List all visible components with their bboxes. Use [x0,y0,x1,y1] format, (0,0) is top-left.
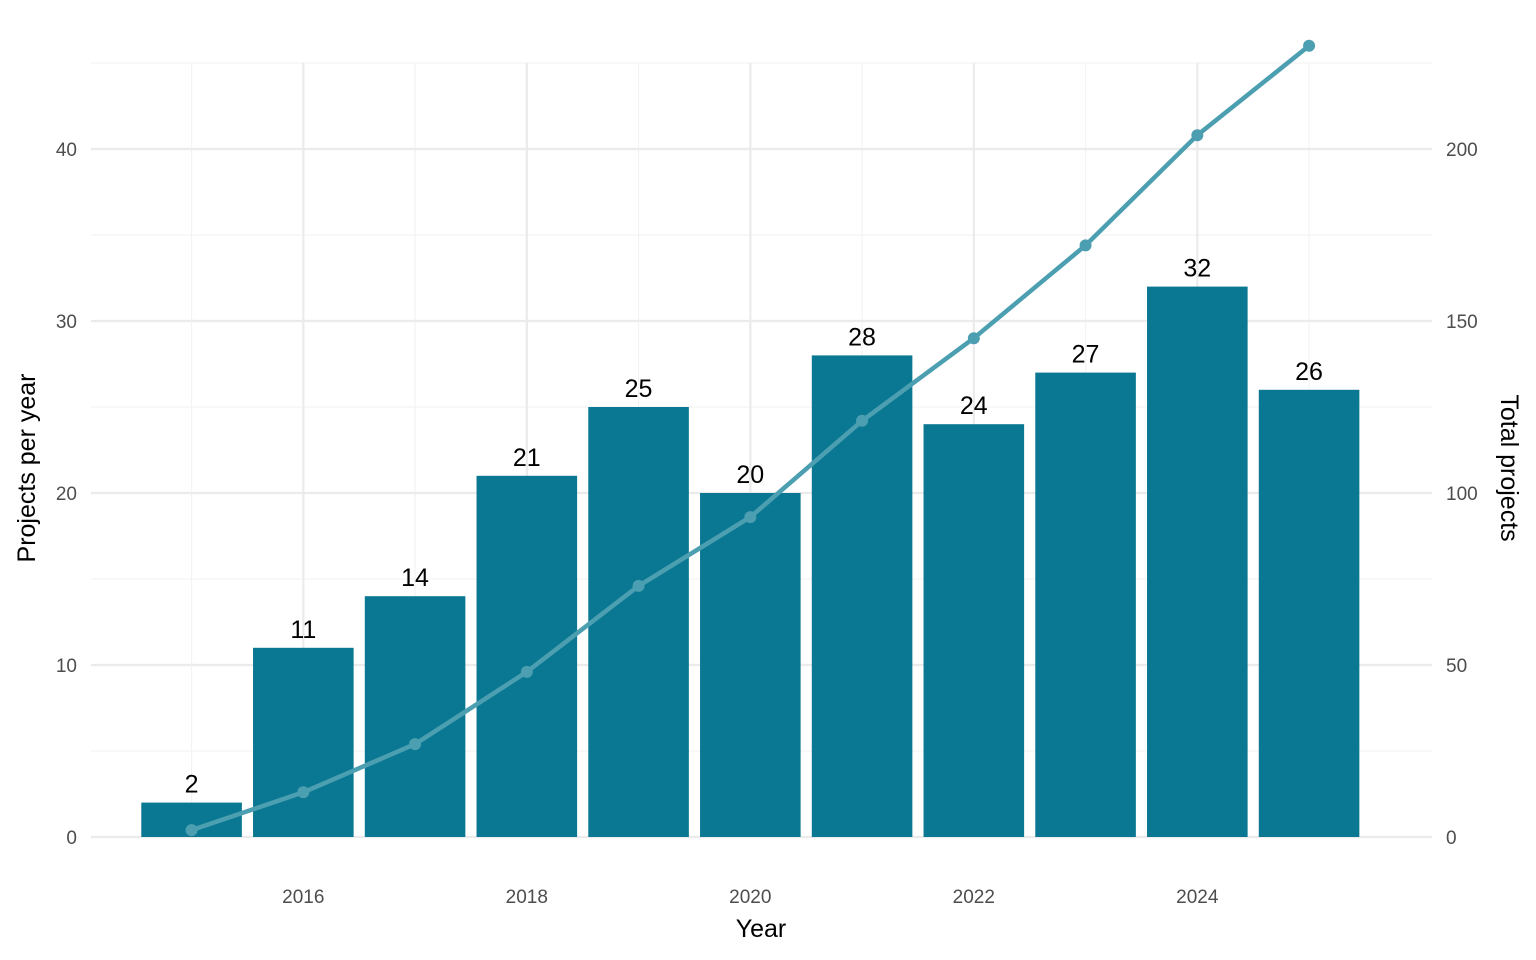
y-left-tick-label: 40 [56,140,77,161]
cumulative-point [1191,129,1204,142]
cumulative-point [744,511,757,524]
y-left-tick-label: 30 [56,312,77,333]
bar [923,424,1025,837]
cumulative-point [1303,39,1316,52]
bar-value-label: 26 [1295,358,1323,386]
bar-value-label: 32 [1183,255,1211,283]
bar [1258,389,1360,837]
bar-value-label: 27 [1072,341,1100,369]
bar [1035,372,1136,837]
bar-value-label: 14 [401,564,429,592]
x-tick-label: 2022 [953,887,995,908]
y-axis-right-title: Total projects [1495,394,1523,541]
bar-labels: 2 11 14 21 25 20 28 24 27 32 26 [185,255,1323,799]
bar [253,647,354,837]
y-left-tick-label: 0 [66,828,77,849]
cumulative-point [632,579,645,592]
cumulative-point [967,332,980,345]
bar [588,407,689,837]
cumulative-point [520,665,533,678]
y-right-tick-label: 150 [1446,312,1478,333]
y-axis-left-ticks: 0 10 20 30 40 [56,140,77,849]
x-tick-label: 2024 [1176,887,1219,908]
bar-value-label: 2 [185,771,199,799]
y-axis-left-title: Projects per year [13,374,41,563]
cumulative-point [856,414,869,427]
cumulative-point [185,824,198,837]
bar-value-label: 28 [848,323,876,351]
bar-value-label: 24 [960,392,988,420]
bar [1147,286,1248,838]
line-series [185,39,1316,837]
bar [476,475,578,837]
bar-value-label: 21 [513,444,541,472]
bar [811,355,913,837]
cumulative-point [1079,239,1092,252]
bar [700,493,801,837]
bar [364,596,466,837]
y-right-tick-label: 100 [1446,484,1478,505]
x-tick-label: 2020 [729,887,771,908]
x-tick-label: 2016 [282,887,324,908]
y-right-tick-label: 50 [1446,656,1467,677]
y-left-tick-label: 20 [56,484,77,505]
cumulative-point [297,786,310,799]
x-axis-ticks: 2016 2018 2020 2022 2024 [282,887,1219,908]
y-left-tick-label: 10 [56,656,77,677]
x-tick-label: 2018 [506,887,548,908]
y-axis-right-ticks: 0 50 100 150 200 [1446,140,1478,849]
x-axis-title: Year [736,915,787,943]
y-right-tick-label: 200 [1446,140,1478,161]
y-right-tick-label: 0 [1446,828,1457,849]
bar-value-label: 20 [736,461,764,489]
cumulative-point [409,738,422,751]
bar-value-label: 11 [290,616,316,644]
bar-value-label: 25 [625,375,653,403]
